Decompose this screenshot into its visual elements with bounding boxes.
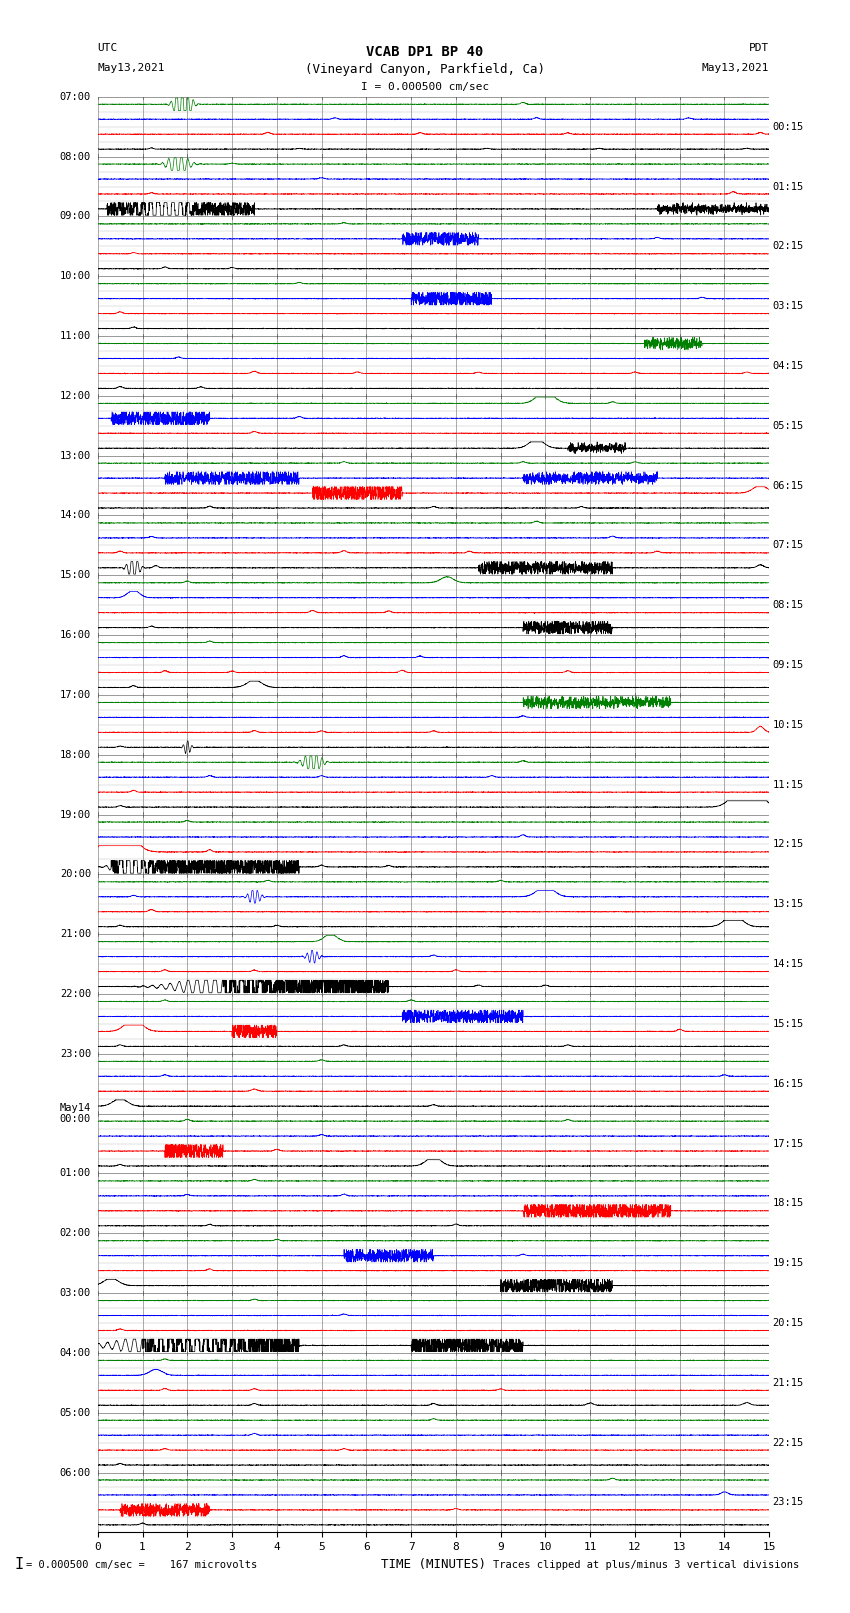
Text: 04:15: 04:15 — [773, 361, 804, 371]
Text: 11:00: 11:00 — [60, 331, 91, 340]
Text: 08:15: 08:15 — [773, 600, 804, 610]
Text: 20:00: 20:00 — [60, 869, 91, 879]
Text: 14:15: 14:15 — [773, 960, 804, 969]
Text: 23:15: 23:15 — [773, 1497, 804, 1508]
Text: 02:00: 02:00 — [60, 1227, 91, 1239]
Text: 02:15: 02:15 — [773, 242, 804, 252]
Text: 13:15: 13:15 — [773, 900, 804, 910]
Text: 11:15: 11:15 — [773, 779, 804, 790]
Text: 22:00: 22:00 — [60, 989, 91, 998]
Text: 16:00: 16:00 — [60, 631, 91, 640]
Text: 03:00: 03:00 — [60, 1289, 91, 1298]
Text: 16:15: 16:15 — [773, 1079, 804, 1089]
Text: 01:00: 01:00 — [60, 1168, 91, 1179]
Text: 03:15: 03:15 — [773, 302, 804, 311]
Text: I = 0.000500 cm/sec: I = 0.000500 cm/sec — [361, 82, 489, 92]
Text: 17:00: 17:00 — [60, 690, 91, 700]
Text: (Vineyard Canyon, Parkfield, Ca): (Vineyard Canyon, Parkfield, Ca) — [305, 63, 545, 76]
Text: 05:15: 05:15 — [773, 421, 804, 431]
Text: 12:00: 12:00 — [60, 390, 91, 402]
Text: 18:15: 18:15 — [773, 1198, 804, 1208]
Text: PDT: PDT — [749, 44, 769, 53]
Text: I: I — [14, 1557, 23, 1573]
Text: = 0.000500 cm/sec =    167 microvolts: = 0.000500 cm/sec = 167 microvolts — [26, 1560, 257, 1569]
Text: May13,2021: May13,2021 — [702, 63, 769, 73]
Text: May14
00:00: May14 00:00 — [60, 1103, 91, 1124]
Text: 15:00: 15:00 — [60, 571, 91, 581]
Text: 01:15: 01:15 — [773, 182, 804, 192]
Text: UTC: UTC — [98, 44, 118, 53]
Text: 10:00: 10:00 — [60, 271, 91, 281]
Text: 10:15: 10:15 — [773, 719, 804, 729]
Text: 21:15: 21:15 — [773, 1378, 804, 1387]
Text: 07:00: 07:00 — [60, 92, 91, 102]
Text: 00:15: 00:15 — [773, 121, 804, 132]
Text: 19:00: 19:00 — [60, 810, 91, 819]
Text: 14:00: 14:00 — [60, 510, 91, 521]
Text: VCAB DP1 BP 40: VCAB DP1 BP 40 — [366, 45, 484, 58]
Text: May13,2021: May13,2021 — [98, 63, 165, 73]
Text: 19:15: 19:15 — [773, 1258, 804, 1268]
Text: 23:00: 23:00 — [60, 1048, 91, 1058]
Text: 06:00: 06:00 — [60, 1468, 91, 1478]
Text: 18:00: 18:00 — [60, 750, 91, 760]
Text: 06:15: 06:15 — [773, 481, 804, 490]
Text: 08:00: 08:00 — [60, 152, 91, 161]
Text: 15:15: 15:15 — [773, 1019, 804, 1029]
Text: 17:15: 17:15 — [773, 1139, 804, 1148]
Text: Traces clipped at plus/minus 3 vertical divisions: Traces clipped at plus/minus 3 vertical … — [493, 1560, 799, 1569]
Text: 13:00: 13:00 — [60, 450, 91, 461]
Text: 20:15: 20:15 — [773, 1318, 804, 1327]
Text: 04:00: 04:00 — [60, 1348, 91, 1358]
Text: 09:00: 09:00 — [60, 211, 91, 221]
Text: 21:00: 21:00 — [60, 929, 91, 939]
Text: 22:15: 22:15 — [773, 1437, 804, 1447]
Text: 09:15: 09:15 — [773, 660, 804, 669]
Text: 12:15: 12:15 — [773, 839, 804, 850]
Text: 07:15: 07:15 — [773, 540, 804, 550]
X-axis label: TIME (MINUTES): TIME (MINUTES) — [381, 1558, 486, 1571]
Text: 05:00: 05:00 — [60, 1408, 91, 1418]
